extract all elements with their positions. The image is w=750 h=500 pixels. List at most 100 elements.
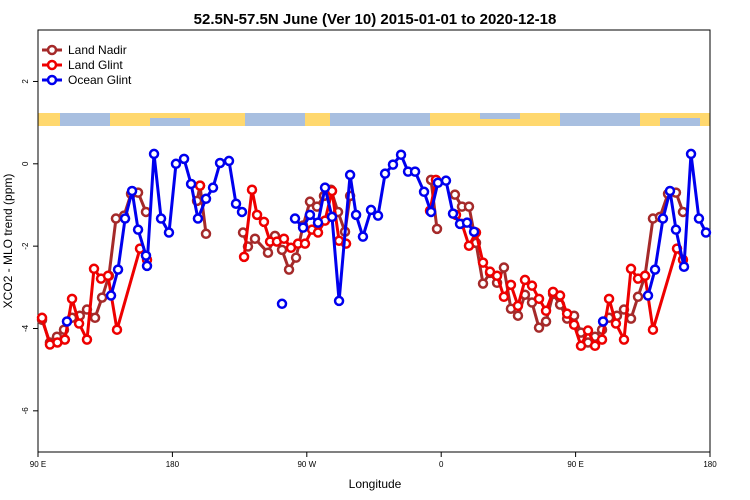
data-point: [561, 308, 573, 319]
data-point: [290, 252, 302, 263]
data-point: [372, 210, 384, 221]
data-point: [194, 180, 206, 191]
data-point: [289, 213, 301, 224]
data-point: [249, 233, 261, 244]
data-point: [148, 148, 160, 160]
data-point: [670, 224, 682, 235]
legend-marker: [46, 59, 58, 71]
data-point: [379, 168, 391, 179]
data-point: [554, 290, 566, 301]
data-point: [647, 324, 659, 335]
data-point: [533, 293, 545, 305]
data-point: [326, 211, 338, 223]
data-point: [119, 213, 131, 224]
data-point: [278, 233, 290, 244]
data-point: [140, 250, 152, 261]
data-point: [678, 261, 690, 272]
data-point: [582, 325, 594, 336]
data-point: [540, 305, 552, 317]
data-point: [461, 217, 473, 228]
map-strip: [38, 113, 710, 126]
data-point: [312, 227, 324, 238]
data-point: [357, 231, 369, 242]
data-point: [498, 291, 510, 303]
x-tick-label: 0: [439, 460, 444, 469]
data-point: [477, 278, 489, 289]
data-point: [304, 209, 316, 221]
y-axis-label: XCO2 - MLO trend (ppm): [1, 174, 15, 309]
data-point: [491, 270, 503, 282]
data-point: [230, 198, 242, 209]
data-point: [111, 324, 123, 335]
data-point: [110, 213, 122, 224]
data-point: [505, 279, 517, 291]
data-point: [200, 228, 212, 240]
data-point: [610, 318, 622, 329]
data-point: [642, 290, 654, 301]
data-point: [105, 290, 117, 301]
data-point: [126, 185, 138, 197]
data-point: [262, 247, 274, 258]
data-point: [59, 334, 71, 345]
data-point: [132, 224, 144, 235]
data-point: [73, 318, 85, 329]
data-point: [519, 274, 531, 286]
data-point: [418, 186, 430, 198]
data-point: [432, 177, 444, 188]
data-point: [498, 262, 510, 273]
data-point: [449, 189, 461, 200]
data-point: [185, 178, 197, 190]
data-point: [618, 334, 630, 345]
data-point: [395, 149, 407, 160]
data-point: [88, 263, 100, 275]
data-point: [440, 175, 452, 186]
data-point: [431, 223, 443, 235]
data-point: [625, 263, 637, 275]
data-point: [540, 316, 552, 327]
data-point: [276, 298, 288, 310]
data-point: [238, 251, 250, 263]
data-point: [625, 313, 637, 324]
data-point: [299, 238, 311, 249]
data-point: [141, 260, 153, 272]
x-tick-label: 90 E: [567, 460, 583, 469]
legend-label: Ocean Glint: [68, 73, 132, 87]
data-point: [89, 312, 101, 324]
data-point: [512, 300, 524, 312]
data-point: [603, 293, 615, 305]
data-point: [365, 204, 377, 216]
data-point: [387, 159, 399, 170]
data-point: [425, 206, 437, 218]
data-point: [596, 334, 608, 345]
data-point: [246, 184, 258, 195]
data-point: [649, 264, 661, 275]
data-point: [61, 316, 73, 327]
data-point: [477, 257, 489, 268]
data-point: [657, 213, 669, 224]
data-point: [685, 148, 697, 160]
data-point: [66, 293, 78, 305]
data-point: [312, 217, 324, 228]
data-point: [200, 193, 212, 205]
y-tick-label: -2: [21, 242, 30, 250]
data-point: [409, 166, 421, 177]
x-tick-label: 180: [703, 460, 717, 469]
data-point: [333, 295, 345, 307]
data-point: [155, 213, 167, 224]
data-point: [700, 227, 712, 238]
data-point: [283, 264, 295, 275]
data-point: [664, 185, 676, 197]
y-tick-label: -6: [21, 407, 30, 415]
legend-label: Land Nadir: [68, 43, 127, 57]
x-axis-label: Longitude: [349, 477, 402, 491]
y-tick-label: 0: [21, 161, 30, 166]
data-point: [223, 155, 235, 167]
data-point: [639, 270, 651, 282]
data-point: [463, 240, 475, 251]
data-point: [468, 226, 480, 237]
data-point: [632, 291, 644, 303]
x-tick-label: 90 E: [30, 460, 46, 469]
data-point: [192, 213, 204, 224]
